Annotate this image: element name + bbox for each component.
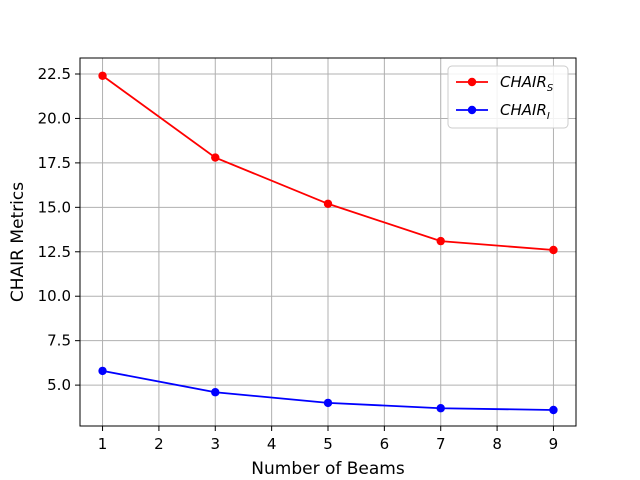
data-point-i bbox=[323, 398, 333, 408]
data-point-s bbox=[211, 153, 220, 162]
x-tick-label: 7 bbox=[436, 435, 446, 453]
y-tick-label: 17.5 bbox=[38, 154, 71, 172]
data-point-s bbox=[98, 71, 107, 80]
y-tick-label: 5.0 bbox=[47, 376, 71, 394]
legend-marker-i bbox=[467, 105, 477, 115]
data-point-i bbox=[98, 366, 107, 376]
y-tick-label: 10.0 bbox=[38, 287, 71, 305]
data-point-i bbox=[549, 405, 558, 415]
y-tick-label: 7.5 bbox=[47, 332, 71, 350]
data-point-i bbox=[436, 404, 445, 413]
x-tick-label: 2 bbox=[154, 435, 164, 453]
x-tick-label: 9 bbox=[549, 435, 559, 453]
y-tick-label: 15.0 bbox=[38, 198, 71, 216]
x-tick-label: 3 bbox=[210, 435, 220, 453]
x-tick-label: 6 bbox=[380, 435, 390, 453]
data-point-s bbox=[323, 199, 333, 208]
ticks: 1 2 3 4 5 6 7 8 9 5.0 7.5 10.0 12.5 15.0 17.5 20.0 22.5 bbox=[38, 65, 559, 453]
y-tick-label: 12.5 bbox=[38, 243, 71, 261]
data-point-s bbox=[436, 236, 445, 246]
x-axis-title: Number of Beams bbox=[251, 459, 405, 479]
x-tick-label: 8 bbox=[492, 435, 502, 453]
data-point-s bbox=[549, 245, 558, 255]
y-tick-label: 22.5 bbox=[38, 65, 71, 83]
y-tick-label: 20.0 bbox=[38, 109, 71, 127]
legend: CHAIRS CHAIRI bbox=[447, 65, 569, 129]
x-tick-label: 4 bbox=[267, 435, 277, 453]
x-tick-label: 5 bbox=[323, 435, 333, 453]
legend-label-i: CHAIRI bbox=[500, 101, 550, 122]
x-tick-label: 1 bbox=[98, 435, 108, 453]
legend-label-s: CHAIRS bbox=[500, 73, 554, 94]
data-point-i bbox=[211, 388, 220, 397]
series-layer bbox=[98, 71, 558, 415]
legend-marker-s bbox=[467, 77, 477, 87]
y-axis-title: CHAIR Metrics bbox=[8, 182, 28, 302]
